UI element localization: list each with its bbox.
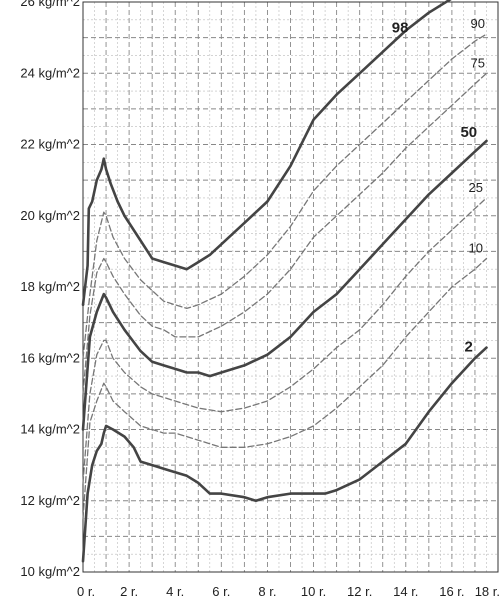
plot-border — [82, 1, 499, 573]
y-tick-label: 20 kg/m^2 — [20, 208, 80, 223]
percentile-line-25 — [82, 197, 488, 484]
percentile-label-90: 90 — [470, 16, 484, 31]
x-tick-label: 4 r. — [166, 584, 184, 599]
x-tick-label: 14 r. — [393, 584, 418, 599]
x-tick-label: 8 r. — [258, 584, 276, 599]
percentile-line-75 — [82, 72, 488, 395]
percentile-label-50: 50 — [460, 124, 477, 141]
percentile-label-2: 2 — [464, 339, 472, 356]
x-tick-label: 0 r. — [77, 584, 95, 599]
y-tick-label: 24 kg/m^2 — [20, 65, 80, 80]
series-layer — [81, 0, 488, 563]
y-tick-label: 16 kg/m^2 — [20, 350, 80, 365]
y-tick-label: 18 kg/m^2 — [20, 279, 80, 294]
percentile-line-98 — [81, 0, 452, 307]
percentile-label-25: 25 — [468, 180, 482, 195]
x-axis-ticks: 0 r. 2 r. 4 r. 6 r. 8 r. 10 r. 12 r. 14 r. 16 r.… — [77, 584, 500, 599]
percentile-label-98: 98 — [392, 20, 409, 37]
y-tick-label: 12 kg/m^2 — [20, 493, 80, 508]
percentile-label-75: 75 — [470, 55, 484, 70]
percentile-line-50 — [81, 139, 488, 431]
x-tick-label: 16 r. — [439, 584, 464, 599]
plot-frame — [82, 1, 499, 573]
y-axis-ticks: 10 kg/m^2 12 kg/m^2 14 kg/m^2 16 kg/m^2 18 k… — [20, 0, 80, 579]
percentile-label-10: 10 — [468, 241, 482, 256]
x-tick-label: 6 r. — [212, 584, 230, 599]
x-tick-label: 12 r. — [347, 584, 372, 599]
percentile-line-2 — [81, 346, 488, 563]
y-tick-label: 14 kg/m^2 — [20, 422, 80, 437]
percentile-labels: 98 90 75 50 25 10 2 — [392, 16, 485, 356]
y-tick-label: 22 kg/m^2 — [20, 137, 80, 152]
y-tick-label: 10 kg/m^2 — [20, 564, 80, 579]
y-tick-label: 26 kg/m^2 — [20, 0, 80, 9]
percentile-line-90 — [82, 33, 488, 359]
x-tick-label: 10 r. — [301, 584, 326, 599]
x-tick-label: 2 r. — [120, 584, 138, 599]
percentile-line-10 — [82, 257, 488, 520]
x-tick-label: 18 r. — [475, 584, 500, 599]
